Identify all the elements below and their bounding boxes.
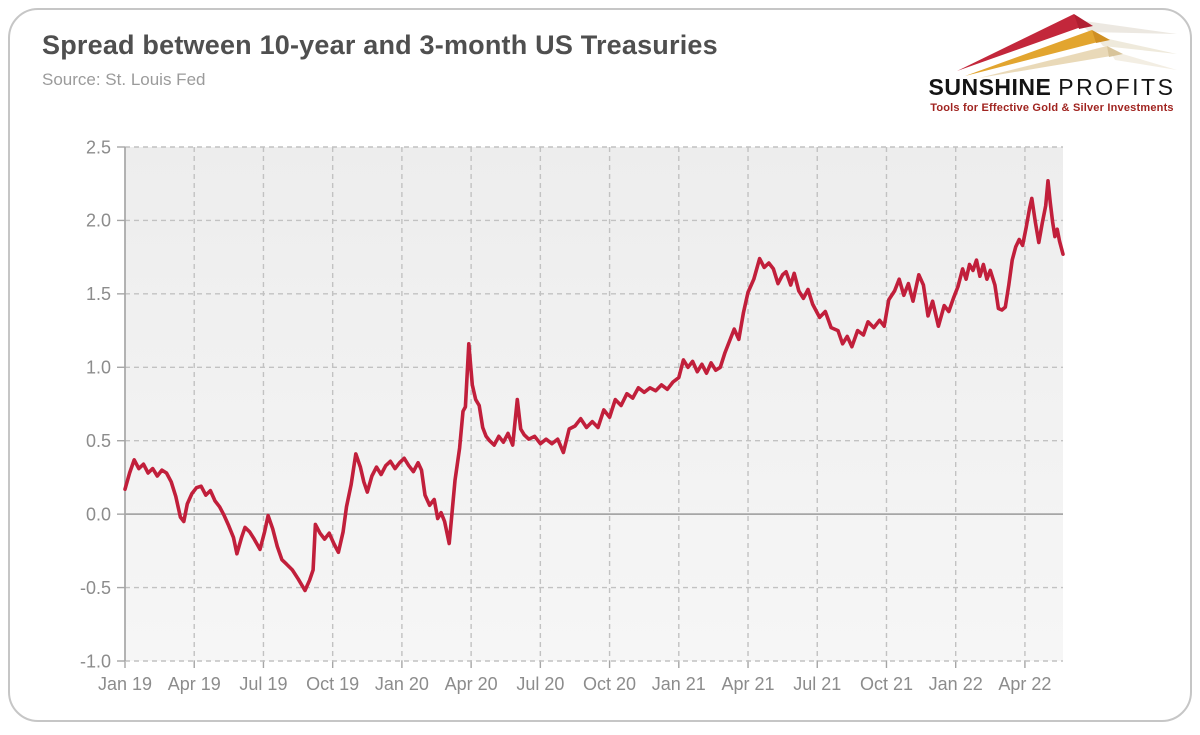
brand-name-bold: SUNSHINE — [928, 74, 1052, 100]
brand-tagline: Tools for Effective Gold & Silver Invest… — [930, 102, 1174, 114]
source-note: Source: St. Louis Fed — [42, 70, 206, 89]
brand-name-light: PROFITS — [1058, 74, 1176, 100]
sunshine-arrows-icon — [957, 14, 1177, 78]
brand-name: SUNSHINE PROFITS — [926, 74, 1178, 101]
sunshine-profits-logo: SUNSHINE PROFITS Tools for Effective Gol… — [926, 12, 1178, 118]
page-title: Spread between 10-year and 3-month US Tr… — [42, 30, 718, 60]
chart-header: Spread between 10-year and 3-month US Tr… — [42, 30, 718, 90]
